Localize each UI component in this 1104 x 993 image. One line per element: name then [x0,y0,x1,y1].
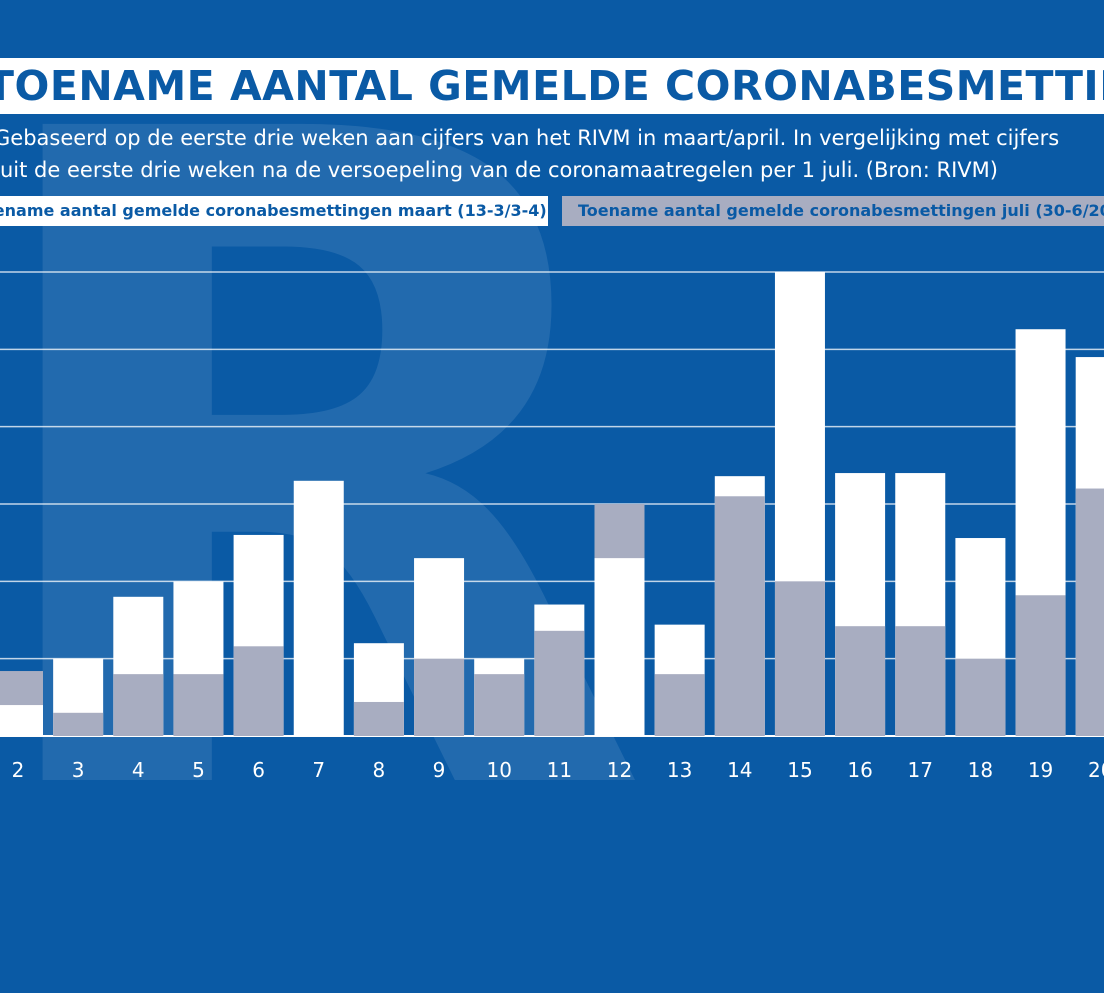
legend-march: Toename aantal gemelde coronabesmettinge… [0,196,548,226]
x-tick-label: 9 [433,758,446,782]
x-tick-label: 11 [547,758,572,782]
bar-march [293,480,344,736]
x-tick-label: 18 [968,758,993,782]
bar-july [534,630,585,736]
bar-july [474,674,525,736]
legend-march-label: Toename aantal gemelde coronabesmettinge… [0,201,547,220]
title-bar: TOENAME AANTAL GEMELDE CORONABESMETTINGE… [0,58,1104,114]
x-tick-label: 2 [12,758,25,782]
bar-july [53,712,104,736]
x-tick-label: 19 [1028,758,1053,782]
x-tick-label: 3 [72,758,85,782]
bar-march [0,705,43,736]
x-tick-label: 10 [486,758,511,782]
bar-july [895,626,946,736]
bar-july [414,658,465,736]
x-tick-label: 8 [373,758,386,782]
subtitle-line-1: Gebaseerd op de eerste drie weken aan ci… [0,126,1104,150]
x-tick-label: 13 [667,758,692,782]
subtitle-line-2: uit de eerste drie weken na de versoepel… [0,158,1104,182]
x-tick-label: 20 [1088,758,1104,782]
bar-july [1015,595,1066,736]
bar-july [955,658,1006,736]
bar-july [1075,488,1104,736]
bar-july [714,496,765,736]
legend-july-label: Toename aantal gemelde coronabesmettinge… [578,201,1104,220]
bar-chart: 2 3 4 5 6 7 8 9 10 11 12 13 14 15 16 17 18 19 20 [0,271,1104,782]
legend-july: Toename aantal gemelde coronabesmettinge… [562,196,1104,226]
bar-july [353,701,404,736]
x-tick-label: 14 [727,758,752,782]
bar-march [594,558,645,736]
bar-july [774,581,825,736]
x-tick-label: 17 [908,758,933,782]
x-tick-label: 5 [192,758,205,782]
bar-july [654,674,705,736]
x-tick-label: 4 [132,758,145,782]
chart-title: TOENAME AANTAL GEMELDE CORONABESMETTINGE… [0,62,1104,110]
x-tick-label: 12 [607,758,632,782]
bar-july [113,674,164,736]
x-tick-label: 16 [847,758,872,782]
subtitle-line-1-text: Gebaseerd op de eerste drie weken aan ci… [0,126,1060,150]
bar-july [835,626,886,736]
x-tick-label: 6 [252,758,265,782]
bar-july [173,674,224,736]
x-tick-label: 7 [312,758,325,782]
x-tick-label: 15 [787,758,812,782]
subtitle-line-2-text: uit de eerste drie weken na de versoepel… [0,158,998,182]
bar-july [233,646,284,736]
